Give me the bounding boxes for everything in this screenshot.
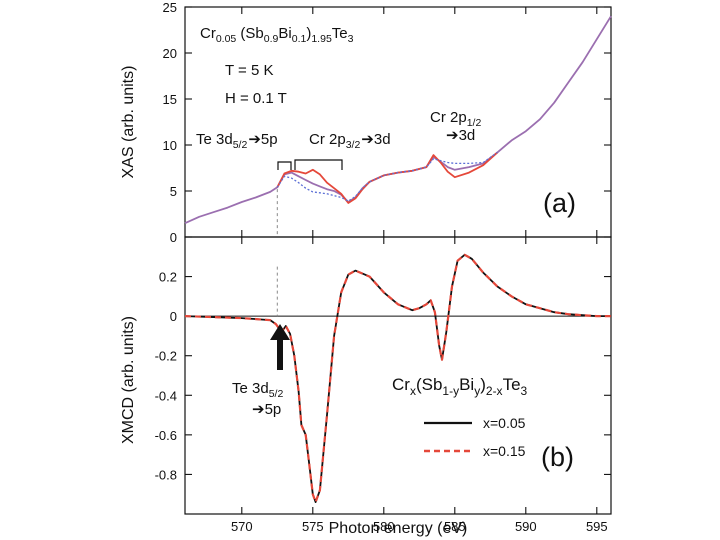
y-axis-label-b: XMCD (arb. units) — [120, 316, 137, 444]
annotation-te-edge-b: Te 3d5/2 — [232, 380, 283, 400]
panel-b-ticks: -0.8 -0.6 -0.4 -0.2 0 0.2 570 575 580 585 590 595 — [155, 237, 611, 534]
ytick-label-b-0: -0.8 — [155, 467, 177, 482]
y-axis-label-a: XAS (arb. units) — [120, 66, 137, 179]
ytick-label-a-1: 5 — [170, 184, 177, 199]
panel-b-frame — [184, 236, 612, 515]
panel-a-ticks: 0 5 10 15 20 25 — [163, 0, 611, 245]
xtick-label-1: 575 — [302, 519, 324, 534]
annotation-cr-l3-edge: Cr 2p3/2➔3d — [309, 131, 391, 151]
panel-label-b: (b) — [541, 442, 574, 472]
ytick-label-b-1: -0.6 — [155, 428, 177, 443]
annotation-te-edge: Te 3d5/2➔5p — [196, 131, 278, 151]
ytick-label-a-2: 10 — [163, 138, 177, 153]
sample-composition-label: Cr0.05 (Sb0.9Bi0.1)1.95Te3 — [200, 25, 354, 45]
condition-temperature: T = 5 K — [225, 62, 274, 79]
x-axis-label: Photon energy (eV) — [329, 520, 468, 537]
series-line-b-1 — [184, 253, 611, 504]
series-line-a-1 — [276, 151, 499, 204]
panel-label-a: (a) — [543, 188, 576, 218]
ytick-label-b-4: 0 — [170, 309, 177, 324]
legend-title: Crx(Sb1-yBiy)2-xTe3 — [392, 375, 528, 398]
annotation-cr-l2-target: ➔3d — [446, 127, 475, 144]
series-line-a-2 — [276, 151, 498, 202]
xtick-label-5: 595 — [586, 519, 608, 534]
ytick-label-b-3: -0.2 — [155, 349, 177, 364]
panel-b-series — [184, 253, 611, 504]
xtick-label-0: 570 — [231, 519, 253, 534]
annotation-te-edge-b-target: ➔5p — [252, 401, 281, 418]
ytick-label-a-3: 15 — [163, 92, 177, 107]
legend-entry-x005: x=0.05 — [483, 415, 526, 431]
condition-field: H = 0.1 T — [225, 90, 287, 107]
cr-l3-edge-bracket — [294, 159, 343, 170]
ytick-label-b-2: -0.4 — [155, 388, 177, 403]
xtick-label-3: 585 — [444, 519, 466, 534]
annotation-cr-l2-edge: Cr 2p1/2 — [430, 109, 481, 129]
ytick-label-a-4: 20 — [163, 46, 177, 61]
xtick-label-2: 580 — [373, 519, 395, 534]
te-edge-bracket — [277, 161, 292, 170]
te-edge-arrow-head — [270, 324, 290, 340]
xtick-label-4: 590 — [515, 519, 537, 534]
legend-entry-x015: x=0.15 — [483, 443, 526, 459]
ytick-label-a-5: 25 — [163, 0, 177, 15]
panel-a-series — [184, 15, 612, 237]
ytick-label-b-5: 0.2 — [159, 270, 177, 285]
ytick-label-a-0: 0 — [170, 230, 177, 245]
